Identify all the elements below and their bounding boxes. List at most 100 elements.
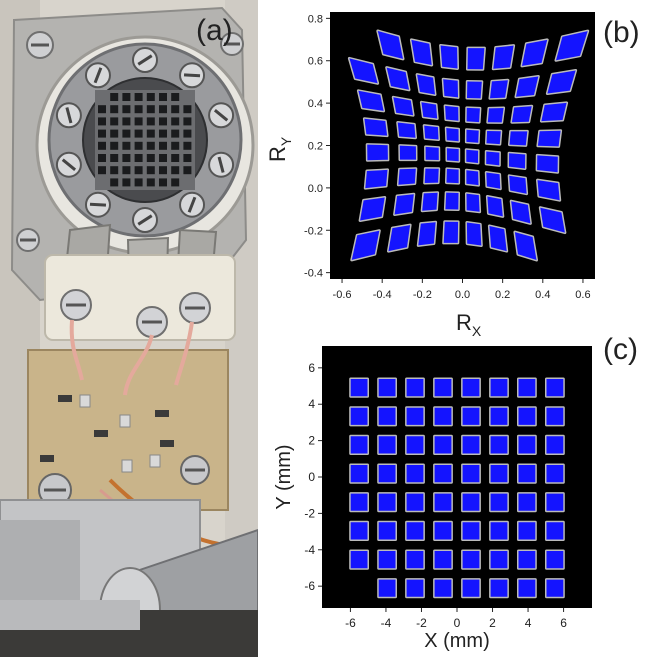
grid-cell-halo <box>377 463 397 484</box>
grid-cell <box>490 407 508 425</box>
grid-cell <box>378 465 396 483</box>
grid-cell <box>509 175 527 194</box>
grid-cell-halo <box>517 463 537 484</box>
grid-cell <box>386 67 409 90</box>
grid-cell-halo <box>461 492 481 513</box>
y-tick-label: -6 <box>304 579 315 593</box>
grid-cell <box>511 201 531 224</box>
grid-cell-halo <box>409 38 434 67</box>
grid-cell <box>378 379 396 397</box>
grid-cell-halo <box>433 520 453 541</box>
grid-cell-halo <box>433 549 453 570</box>
grid-cell <box>440 45 458 69</box>
plot-c-xlabel: X (mm) <box>424 630 490 652</box>
grid-cell-halo <box>433 463 453 484</box>
grid-cell-halo <box>424 145 441 162</box>
grid-cell <box>490 465 508 483</box>
grid-cell-halo <box>545 520 565 541</box>
x-tick-label: 0 <box>454 616 461 630</box>
grid-cell-halo <box>466 46 486 71</box>
grid-cell <box>537 155 558 173</box>
grid-cell <box>518 579 536 597</box>
grid-cell <box>466 170 479 186</box>
x-tick-label: 2 <box>489 616 496 630</box>
grid-cell <box>443 79 458 98</box>
grid-cell-halo <box>489 520 509 541</box>
grid-cell-halo <box>461 406 481 427</box>
grid-cell <box>511 106 532 123</box>
plot-c-ylabel: Y (mm) <box>273 444 295 509</box>
grid-cell <box>466 149 479 163</box>
grid-cell-halo <box>520 38 549 68</box>
grid-cell <box>462 379 480 397</box>
y-tick-label: 2 <box>308 434 315 448</box>
grid-cell <box>514 232 537 260</box>
grid-cell <box>546 522 564 540</box>
grid-cell <box>541 102 567 122</box>
x-tick-label: 0.6 <box>575 289 590 301</box>
grid-cell <box>446 168 459 184</box>
grid-cell-halo <box>489 434 509 455</box>
grid-cell <box>446 128 459 142</box>
grid-cell <box>406 522 424 540</box>
grid-cell-halo <box>349 463 369 484</box>
grid-cell <box>546 493 564 511</box>
grid-cell <box>546 465 564 483</box>
grid-cell-halo <box>465 80 484 100</box>
grid-cell <box>349 58 378 84</box>
grid-cell-halo <box>464 128 481 145</box>
grid-cell-halo <box>491 44 516 71</box>
grid-cell <box>378 551 396 569</box>
plot-c-yticks: -6 -4 -2 0 2 4 6 <box>304 361 322 593</box>
grid-cell <box>351 230 380 260</box>
grid-cell <box>466 129 479 143</box>
y-tick-label: 0.8 <box>308 13 323 25</box>
grid-cell-halo <box>391 95 415 117</box>
grid-cell <box>546 379 564 397</box>
grid-cell-halo <box>461 377 481 398</box>
grid-cell <box>360 197 385 221</box>
grid-cell <box>556 31 588 61</box>
x-tick-label: -2 <box>416 616 427 630</box>
grid-cell <box>467 48 485 70</box>
plot-b-yticks: -0.4 -0.2 0.0 0.2 0.4 0.6 0.8 <box>304 13 330 280</box>
grid-cell <box>406 379 424 397</box>
grid-cell-halo <box>442 220 460 245</box>
grid-cell <box>418 222 436 246</box>
grid-cell-halo <box>461 434 481 455</box>
grid-cell <box>350 436 368 454</box>
grid-cell <box>546 436 564 454</box>
grid-cell <box>350 465 368 483</box>
grid-cell-halo <box>545 377 565 398</box>
x-tick-label: 0.2 <box>495 289 510 301</box>
grid-cell-halo <box>405 578 425 599</box>
grid-cell-halo <box>484 150 501 167</box>
grid-cell-halo <box>405 492 425 513</box>
grid-cell <box>486 151 500 166</box>
grid-cell-halo <box>349 492 369 513</box>
grid-cell <box>350 407 368 425</box>
grid-cell-halo <box>443 104 460 123</box>
grid-cell <box>487 108 504 123</box>
grid-cell-halo <box>362 117 389 138</box>
grid-cell <box>489 226 507 252</box>
grid-cell-halo <box>545 434 565 455</box>
x-tick-label: -4 <box>381 616 392 630</box>
grid-cell-halo <box>365 143 390 162</box>
grid-cell <box>350 522 368 540</box>
grid-cell-halo <box>445 167 461 185</box>
grid-cell-halo <box>489 492 509 513</box>
grid-cell-halo <box>538 206 567 235</box>
grid-cell-halo <box>387 223 412 253</box>
grid-cell-halo <box>517 492 537 513</box>
grid-cell <box>378 493 396 511</box>
grid-cell-halo <box>349 434 369 455</box>
grid-cell <box>434 407 452 425</box>
grid-cell-halo <box>507 174 529 196</box>
grid-cell <box>350 551 368 569</box>
grid-cell <box>350 493 368 511</box>
plot-b-ylabel: RY <box>265 136 294 162</box>
grid-cell-halo <box>396 167 418 187</box>
grid-cell <box>490 493 508 511</box>
grid-cell-halo <box>517 520 537 541</box>
